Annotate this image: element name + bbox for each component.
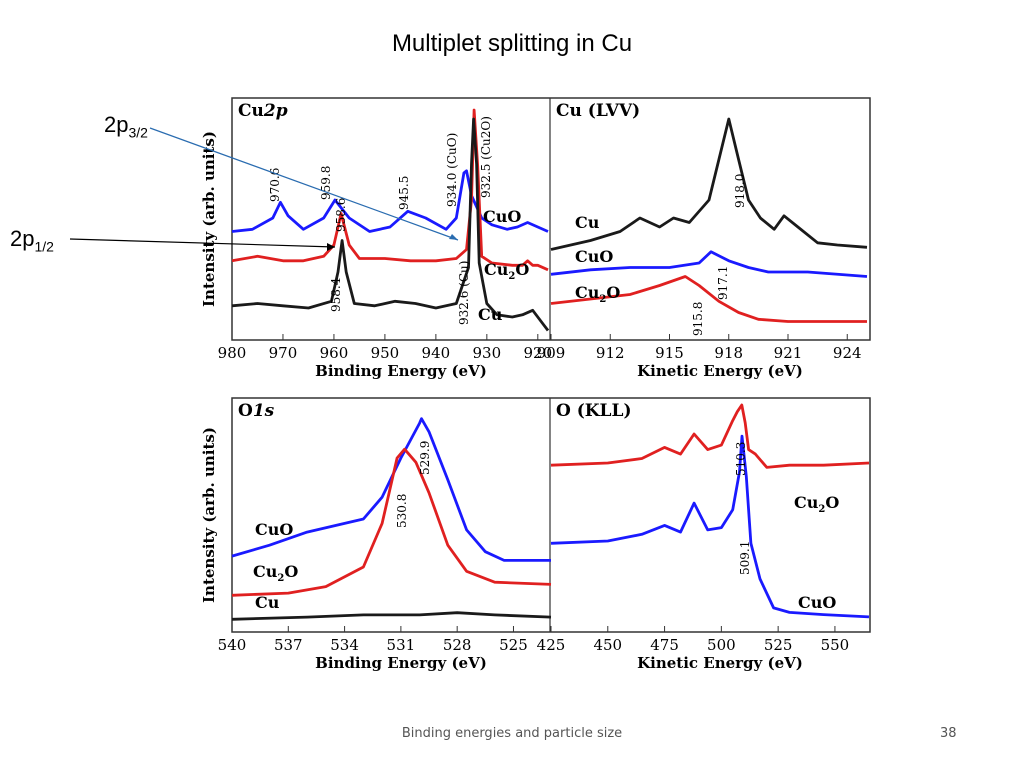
series-label-cuo: CuO bbox=[575, 247, 613, 266]
series-label-cu: Cu bbox=[255, 593, 280, 612]
x-axis-label: Kinetic Energy (eV) bbox=[637, 362, 803, 380]
peak-label: 932.5 (Cu2O) bbox=[479, 116, 493, 198]
series-line-cu2o bbox=[231, 108, 549, 272]
x-tick-label: 534 bbox=[330, 636, 359, 654]
peak-label: 958.4 bbox=[329, 277, 343, 312]
x-tick-label: 930 bbox=[473, 344, 502, 362]
x-tick-label: 475 bbox=[650, 636, 679, 654]
x-tick-label: 970 bbox=[269, 344, 298, 362]
series-line-cuo bbox=[231, 417, 551, 562]
panel-title: O (KLL) bbox=[556, 401, 632, 421]
peak-label: 959.8 bbox=[319, 166, 333, 200]
x-tick-label: 915 bbox=[655, 344, 684, 362]
x-axis-label: Binding Energy (eV) bbox=[315, 362, 487, 380]
y-axis-label: Intensity (arb. units) bbox=[200, 131, 218, 307]
series-label-cu2o: Cu2O bbox=[253, 562, 298, 584]
series-line-cu2o bbox=[231, 447, 552, 597]
callout-2p3-2-base: 2p bbox=[104, 112, 129, 137]
panel-culvv: 909 912 915 918 921 924 Kinetic Energy (eV) Cu … bbox=[537, 101, 868, 380]
x-tick-label: 528 bbox=[443, 636, 472, 654]
panel-title: Cu2p bbox=[238, 101, 288, 121]
x-tick-label: 500 bbox=[707, 636, 736, 654]
x-tick-label: 909 bbox=[537, 344, 566, 362]
x-tick-label: 920 bbox=[523, 344, 552, 362]
callout-2p1-2-base: 2p bbox=[10, 226, 35, 251]
series-label-cu2o: Cu2O bbox=[484, 260, 529, 282]
peak-label: 970.6 bbox=[268, 168, 282, 202]
slide-footer: Binding energies and particle size bbox=[401, 726, 623, 741]
series-line-cu bbox=[231, 611, 552, 621]
series-line-cu2o bbox=[550, 275, 867, 323]
peak-label: 530.8 bbox=[395, 494, 409, 528]
panel-cu2p: 980 970 960 950 940 930 920 Binding Energy (eV)… bbox=[200, 101, 552, 380]
series-line-cuo bbox=[231, 169, 549, 233]
panel-title: Cu (LVV) bbox=[556, 101, 640, 121]
x-tick-label: 918 bbox=[714, 344, 743, 362]
panel-okll: 425 450 475 500 525 550 Kinetic Energy (eV) O (… bbox=[537, 401, 870, 672]
x-tick-label: 537 bbox=[274, 636, 303, 654]
xps-figure: 980 970 960 950 940 930 920 Binding Energy (eV)… bbox=[69, 97, 871, 672]
series-label-cuo: CuO bbox=[798, 593, 836, 612]
callout-2p1-2-sub: 1/2 bbox=[34, 238, 54, 255]
peak-label: 932.6 (Cu) bbox=[457, 261, 471, 325]
callout-2p3-2: 2p3/2 bbox=[104, 112, 148, 140]
peak-label: 918.0 bbox=[733, 174, 747, 208]
series-label-cu: Cu bbox=[478, 305, 503, 324]
x-tick-label: 450 bbox=[593, 636, 622, 654]
peak-label: 934.0 (CuO) bbox=[445, 133, 459, 207]
callout-2p3-2-arrowhead bbox=[449, 234, 458, 240]
x-tick-label: 912 bbox=[596, 344, 625, 362]
callout-2p3-2-sub: 3/2 bbox=[128, 124, 148, 141]
peak-label: 915.8 bbox=[691, 302, 705, 336]
peak-label: 510.3 bbox=[734, 442, 748, 476]
callout-2p3-2-arrow bbox=[149, 127, 459, 241]
x-tick-label: 531 bbox=[387, 636, 416, 654]
x-tick-label: 924 bbox=[833, 344, 862, 362]
callout-2p1-2-arrowhead bbox=[327, 243, 335, 251]
series-line-cu bbox=[231, 117, 550, 332]
x-tick-label: 525 bbox=[499, 636, 528, 654]
x-axis-label: Binding Energy (eV) bbox=[315, 654, 487, 672]
x-tick-label: 425 bbox=[537, 636, 566, 654]
slide-title: Multiplet splitting in Cu bbox=[391, 30, 633, 57]
panel-o1s: 540 537 534 531 528 525 Binding Energy (eV) Int… bbox=[200, 401, 552, 672]
peak-label: 509.1 bbox=[738, 541, 752, 575]
series-line-cu bbox=[550, 117, 868, 251]
series-line-cuo bbox=[550, 250, 868, 278]
x-tick-label: 940 bbox=[422, 344, 451, 362]
callout-2p1-2: 2p1/2 bbox=[10, 226, 54, 254]
series-line-cu2o bbox=[550, 403, 870, 469]
x-tick-label: 950 bbox=[371, 344, 400, 362]
y-axis-label: Intensity (arb. units) bbox=[200, 427, 218, 603]
x-axis-label: Kinetic Energy (eV) bbox=[637, 654, 803, 672]
page-number: 38 bbox=[940, 726, 957, 741]
series-label-cuo: CuO bbox=[483, 207, 521, 226]
x-tick-label: 921 bbox=[774, 344, 803, 362]
x-tick-label: 980 bbox=[218, 344, 247, 362]
series-line-cuo bbox=[550, 434, 870, 619]
x-tick-label: 525 bbox=[764, 636, 793, 654]
peak-label: 529.9 bbox=[418, 441, 432, 475]
x-tick-label: 550 bbox=[821, 636, 850, 654]
bottom-panels-frame bbox=[231, 397, 871, 633]
x-tick-label: 960 bbox=[320, 344, 349, 362]
x-tick-label: 540 bbox=[218, 636, 247, 654]
series-label-cu: Cu bbox=[575, 213, 600, 232]
series-label-cuo: CuO bbox=[255, 520, 293, 539]
peak-label: 958.6 bbox=[334, 198, 348, 232]
callout-2p1-2-arrow bbox=[69, 238, 336, 248]
panel-title: O1s bbox=[238, 401, 275, 421]
series-label-cu2o: Cu2O bbox=[794, 493, 839, 515]
peak-label: 917.1 bbox=[716, 266, 730, 300]
peak-label: 945.5 bbox=[397, 176, 411, 210]
series-label-cu2o: Cu2O bbox=[575, 283, 620, 305]
